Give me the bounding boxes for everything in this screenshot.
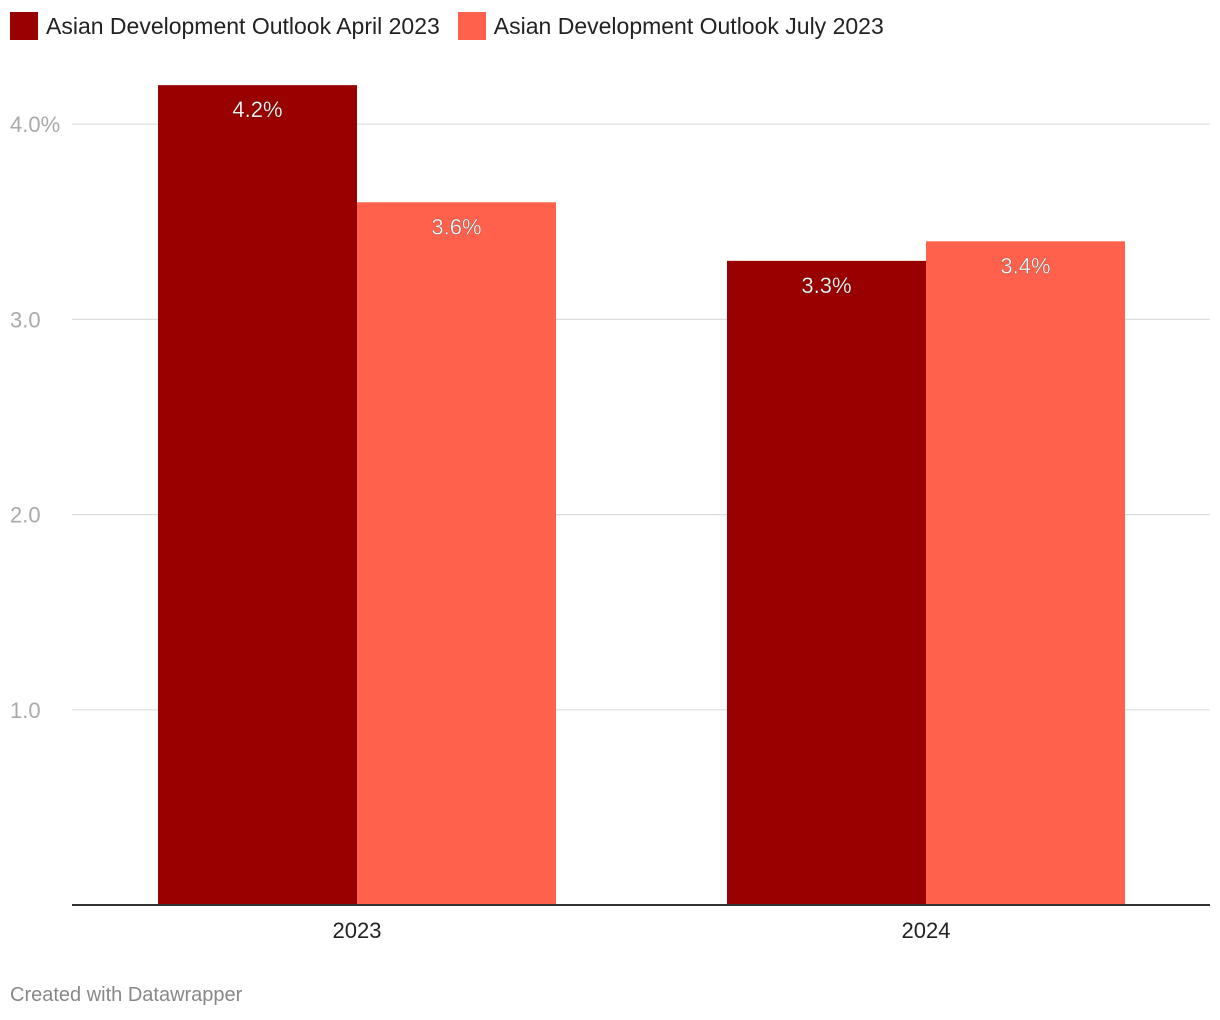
bar-chart: 1.0 2.0 3.0 4.0% 4.2% 3.6% 2023 3.3% 3.4% 2024 [10, 85, 1210, 943]
bar-value-label-2023-series-1: 4.2% [232, 97, 282, 122]
bar-value-label-2024-series-2: 3.4% [1000, 253, 1050, 278]
bar-2023-series-2 [357, 202, 556, 905]
bar-2024-series-2 [926, 241, 1125, 905]
legend-label-april: Asian Development Outlook April 2023 [46, 12, 440, 39]
bar-2024-series-1 [727, 260, 926, 906]
y-tick-label-0: 1.0 [10, 698, 41, 723]
bar-value-label-2024-series-1: 3.3% [801, 273, 851, 298]
legend-item-april: Asian Development Outlook April 2023 [10, 12, 440, 40]
legend-swatch-july [457, 12, 486, 40]
legend-swatch-april [10, 12, 38, 40]
y-tick-label-1: 2.0 [10, 503, 41, 528]
legend-item-july: Asian Development Outlook July 2023 [457, 12, 884, 40]
x-tick-label-2023: 2023 [333, 918, 382, 943]
x-tick-label-2024: 2024 [902, 918, 951, 943]
chart-legend: Asian Development Outlook April 2023 Asi… [10, 10, 884, 42]
y-tick-label-3: 4.0% [10, 112, 60, 137]
legend-label-july: Asian Development Outlook July 2023 [493, 12, 884, 39]
bar-2023-series-1 [158, 85, 357, 905]
y-tick-label-2: 3.0 [10, 307, 41, 332]
bar-value-label-2023-series-2: 3.6% [431, 214, 481, 239]
credit-text: Created with Datawrapper [10, 984, 243, 1006]
